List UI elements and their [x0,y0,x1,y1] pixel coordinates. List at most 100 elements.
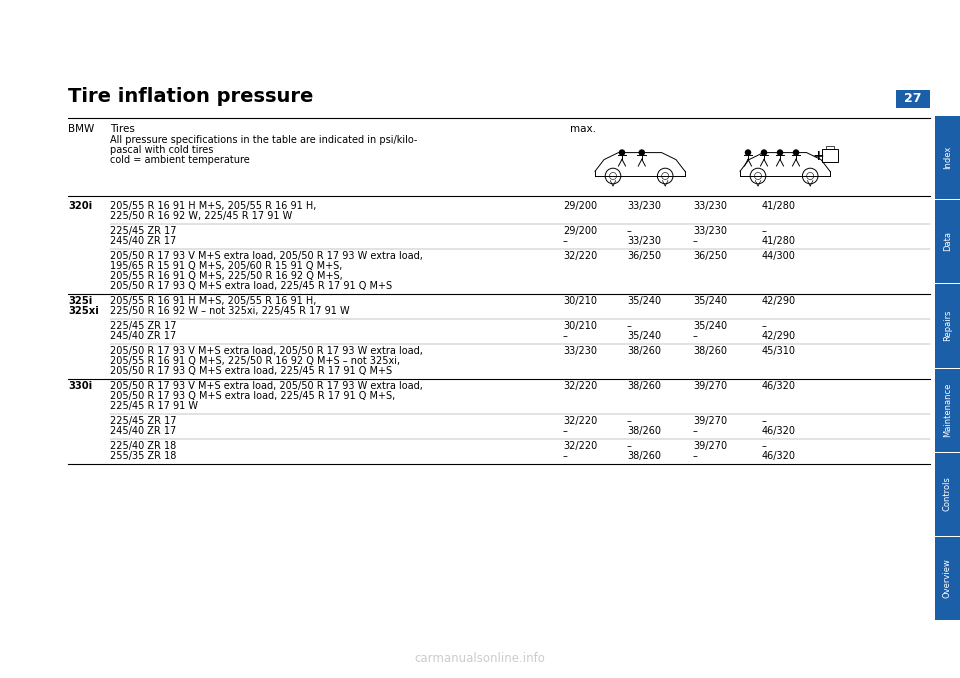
Text: 32/220: 32/220 [563,381,597,391]
Text: 36/250: 36/250 [627,251,661,261]
Text: –: – [627,441,632,451]
Text: BMW: BMW [68,124,94,134]
Text: 46/320: 46/320 [762,381,796,391]
Bar [935,284,960,367]
Text: 225/50 R 16 92 W, 225/45 R 17 91 W: 225/50 R 16 92 W, 225/45 R 17 91 W [110,211,292,221]
Text: Controls: Controls [943,477,952,511]
Text: Repairs: Repairs [943,310,952,341]
Text: 245/40 ZR 17: 245/40 ZR 17 [110,426,177,436]
Text: 32/220: 32/220 [563,416,597,426]
Text: 225/45 ZR 17: 225/45 ZR 17 [110,321,177,331]
Text: 33/230: 33/230 [627,236,661,246]
Text: 38/260: 38/260 [627,451,661,461]
Text: 38/260: 38/260 [627,381,661,391]
Text: 320i: 320i [68,201,92,211]
Text: 45/310: 45/310 [762,346,796,356]
Text: –: – [627,226,632,236]
Text: 39/270: 39/270 [693,441,727,451]
Text: 39/270: 39/270 [693,381,727,391]
Text: cold = ambient temperature: cold = ambient temperature [110,155,250,165]
Text: –: – [563,426,568,436]
Text: 36/250: 36/250 [693,251,727,261]
Text: 41/280: 41/280 [762,201,796,211]
Bar [935,369,960,452]
Text: 225/40 ZR 18: 225/40 ZR 18 [110,441,177,451]
Text: 225/50 R 16 92 W – not 325xi, 225/45 R 17 91 W: 225/50 R 16 92 W – not 325xi, 225/45 R 1… [110,306,349,316]
Text: Index: Index [943,145,952,169]
Text: 195/65 R 15 91 Q M+S, 205/60 R 15 91 Q M+S,: 195/65 R 15 91 Q M+S, 205/60 R 15 91 Q M… [110,261,343,271]
Text: 46/320: 46/320 [762,451,796,461]
Text: Tires: Tires [110,124,134,134]
Text: 255/35 ZR 18: 255/35 ZR 18 [110,451,177,461]
Text: –: – [693,331,698,341]
Text: 35/240: 35/240 [693,296,727,306]
Bar [935,453,960,536]
Text: Data: Data [943,231,952,252]
Text: –: – [762,441,767,451]
Bar [896,90,930,108]
Text: 30/210: 30/210 [563,321,597,331]
Text: Overview: Overview [943,558,952,598]
Text: 27: 27 [904,92,922,106]
Bar [935,537,960,620]
Text: 205/55 R 16 91 H M+S, 205/55 R 16 91 H,: 205/55 R 16 91 H M+S, 205/55 R 16 91 H, [110,201,317,211]
Text: 225/45 ZR 17: 225/45 ZR 17 [110,226,177,236]
Text: 205/55 R 16 91 Q M+S, 225/50 R 16 92 Q M+S,: 205/55 R 16 91 Q M+S, 225/50 R 16 92 Q M… [110,271,343,281]
Text: 325i: 325i [68,296,92,306]
Text: –: – [563,331,568,341]
Text: 325xi: 325xi [68,306,99,316]
Text: 205/50 R 17 93 Q M+S extra load, 225/45 R 17 91 Q M+S: 205/50 R 17 93 Q M+S extra load, 225/45 … [110,366,392,376]
Bar [935,116,960,199]
Text: 35/240: 35/240 [627,296,661,306]
Text: 205/50 R 17 93 Q M+S extra load, 225/45 R 17 91 Q M+S,: 205/50 R 17 93 Q M+S extra load, 225/45 … [110,391,396,401]
Text: 29/200: 29/200 [563,226,597,236]
Text: –: – [693,426,698,436]
Text: Maintenance: Maintenance [943,382,952,437]
Text: 205/50 R 17 93 V M+S extra load, 205/50 R 17 93 W extra load,: 205/50 R 17 93 V M+S extra load, 205/50 … [110,381,422,391]
Circle shape [761,150,766,155]
Text: 245/40 ZR 17: 245/40 ZR 17 [110,331,177,341]
Text: max.: max. [570,124,596,134]
Text: –: – [627,321,632,331]
Text: Tire inflation pressure: Tire inflation pressure [68,87,313,106]
Circle shape [639,150,644,155]
Text: 205/55 R 16 91 H M+S, 205/55 R 16 91 H,: 205/55 R 16 91 H M+S, 205/55 R 16 91 H, [110,296,317,306]
Text: 33/230: 33/230 [563,346,597,356]
Text: 205/50 R 17 93 V M+S extra load, 205/50 R 17 93 W extra load,: 205/50 R 17 93 V M+S extra load, 205/50 … [110,251,422,261]
Text: –: – [693,451,698,461]
Text: 38/260: 38/260 [627,346,661,356]
Text: 42/290: 42/290 [762,331,796,341]
Text: 225/45 ZR 17: 225/45 ZR 17 [110,416,177,426]
Circle shape [619,150,625,155]
Text: pascal with cold tires: pascal with cold tires [110,145,213,155]
Text: 35/240: 35/240 [627,331,661,341]
Text: 38/260: 38/260 [627,426,661,436]
Bar [822,149,838,162]
Text: +: + [812,149,824,163]
Bar [935,200,960,283]
Text: All pressure specifications in the table are indicated in psi/kilo-: All pressure specifications in the table… [110,135,418,145]
Text: 330i: 330i [68,381,92,391]
Text: 205/55 R 16 91 Q M+S, 225/50 R 16 92 Q M+S – not 325xi,: 205/55 R 16 91 Q M+S, 225/50 R 16 92 Q M… [110,356,400,366]
Text: 205/50 R 17 93 V M+S extra load, 205/50 R 17 93 W extra load,: 205/50 R 17 93 V M+S extra load, 205/50 … [110,346,422,356]
Text: –: – [693,236,698,246]
Circle shape [778,150,782,155]
Text: 32/220: 32/220 [563,441,597,451]
Text: 30/210: 30/210 [563,296,597,306]
Text: –: – [563,451,568,461]
Circle shape [793,150,799,155]
Circle shape [746,150,751,155]
Text: –: – [627,416,632,426]
Text: 245/40 ZR 17: 245/40 ZR 17 [110,236,177,246]
Text: –: – [563,236,568,246]
Text: 38/260: 38/260 [693,346,727,356]
Text: 33/230: 33/230 [627,201,661,211]
Text: 41/280: 41/280 [762,236,796,246]
Text: 33/230: 33/230 [693,201,727,211]
Text: –: – [762,321,767,331]
Text: 39/270: 39/270 [693,416,727,426]
Text: –: – [762,416,767,426]
Text: 205/50 R 17 93 Q M+S extra load, 225/45 R 17 91 Q M+S: 205/50 R 17 93 Q M+S extra load, 225/45 … [110,281,392,291]
Text: 42/290: 42/290 [762,296,796,306]
Text: 46/320: 46/320 [762,426,796,436]
